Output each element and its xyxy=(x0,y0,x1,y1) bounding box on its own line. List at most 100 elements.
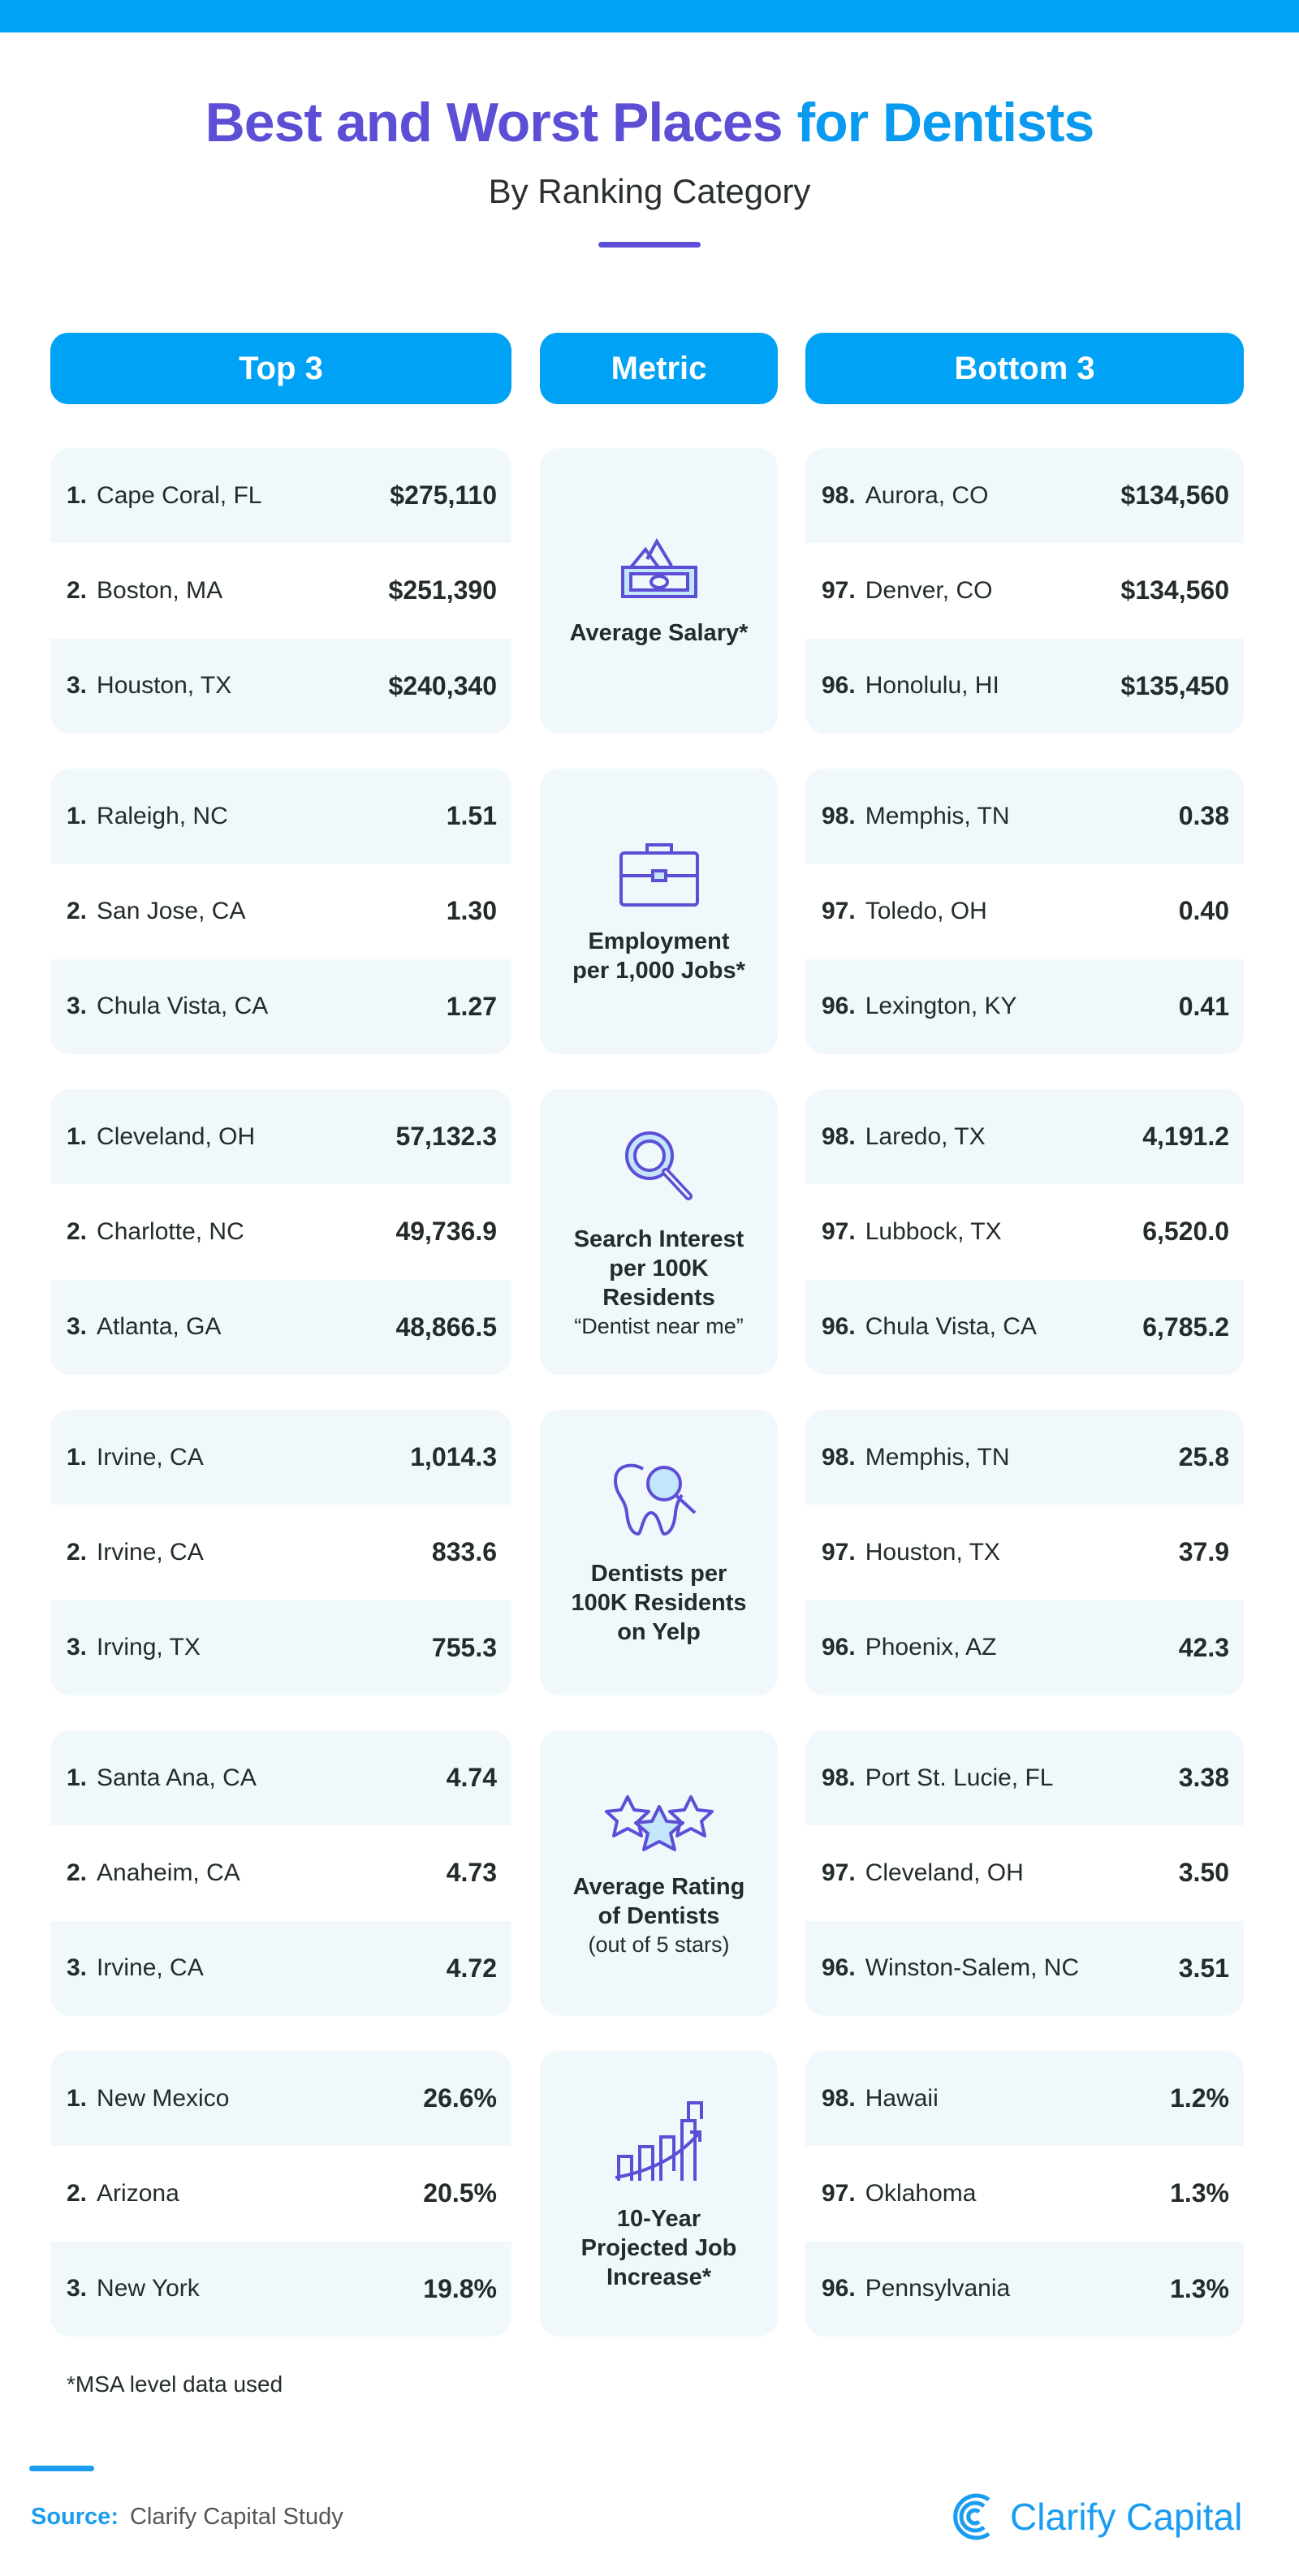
ranking-row: 3. Houston, TX $240,340 xyxy=(50,639,511,734)
rank: 3. xyxy=(67,672,88,700)
metric-value: $135,450 xyxy=(1120,670,1229,700)
metric-value: $275,110 xyxy=(390,480,497,510)
rank: 96. xyxy=(822,993,856,1020)
city-name: Oklahoma xyxy=(865,2179,977,2207)
rank: 97. xyxy=(822,2179,856,2207)
metric-label: 10-Year Projected Job Increase* xyxy=(580,2205,737,2290)
rank: 1. xyxy=(67,802,88,829)
ranking-row: 96. Honolulu, HI $135,450 xyxy=(805,639,1244,734)
ranking-row: 2. Anaheim, CA 4.73 xyxy=(50,1825,511,1921)
rank: 2. xyxy=(67,1538,88,1566)
city-name: Boston, MA xyxy=(97,576,223,604)
metric-value: 0.40 xyxy=(1178,896,1229,926)
bottom-3-block: 98. Port St. Lucie, FL 3.38 97. Cleveland, O… xyxy=(805,1730,1244,2016)
ranking-row: 2. Arizona 20.5% xyxy=(50,2146,511,2242)
city-name: Raleigh, NC xyxy=(97,802,228,829)
rank: 1. xyxy=(67,1443,88,1471)
rank: 98. xyxy=(822,481,856,509)
metric-label: Average Salary* xyxy=(569,619,749,646)
ranking-row: 3. Irvine, CA 4.72 xyxy=(50,1921,511,2016)
ranking-row: 97. Cleveland, OH 3.50 xyxy=(805,1825,1244,1921)
ranking-row: 96. Winston-Salem, NC 3.51 xyxy=(805,1921,1244,2016)
city-name: Chula Vista, CA xyxy=(97,993,269,1020)
metric-value: 26.6% xyxy=(423,2083,497,2113)
city-name: Charlotte, NC xyxy=(97,1217,244,1245)
ranking-row: 97. Toledo, OH 0.40 xyxy=(805,864,1244,959)
metric-value: $251,390 xyxy=(388,575,497,605)
city-name: Port St. Lucie, FL xyxy=(865,1764,1054,1791)
metric-label: Average Rating of Dentists xyxy=(572,1873,745,1929)
metric-value: 6,785.2 xyxy=(1142,1312,1229,1342)
city-name: Santa Ana, CA xyxy=(97,1764,257,1791)
rank: 3. xyxy=(67,1634,88,1661)
logo-text: Clarify Capital xyxy=(1010,2496,1243,2538)
city-name: Anaheim, CA xyxy=(97,1859,240,1886)
ranking-row: 3. Irving, TX 755.3 xyxy=(50,1600,511,1695)
rank: 97. xyxy=(822,897,856,924)
metric-value: 49,736.9 xyxy=(395,1217,497,1247)
ranking-row: 3. New York 19.8% xyxy=(50,2242,511,2337)
city-name: Pennsylvania xyxy=(865,2275,1011,2302)
rank: 1. xyxy=(67,481,88,509)
city-name: Cleveland, OH xyxy=(865,1859,1024,1886)
magnifier-icon xyxy=(619,1125,700,1225)
metric-value: 1.3% xyxy=(1170,2273,1229,2303)
metric-value: 42.3 xyxy=(1178,1632,1229,1662)
metric-value: 4,191.2 xyxy=(1142,1122,1229,1152)
metric-block: Average Rating of Dentists (out of 5 star… xyxy=(540,1730,778,2016)
title-divider xyxy=(598,242,701,248)
source-divider xyxy=(29,2466,94,2471)
ranking-row: 97. Houston, TX 37.9 xyxy=(805,1505,1244,1600)
header-metric: Metric xyxy=(540,333,778,404)
top-3-block: 1. Raleigh, NC 1.51 2. San Jose, CA 1.30 3. Chu… xyxy=(50,769,511,1054)
ranking-row: 98. Hawaii 1.2% xyxy=(805,2051,1244,2146)
metric-value: 19.8% xyxy=(423,2273,497,2303)
rank: 2. xyxy=(67,1217,88,1245)
top-3-block: 1. Cleveland, OH 57,132.3 2. Charlotte, NC 49… xyxy=(50,1089,511,1375)
metric-block: Search Interest per 100K Residents “Denti… xyxy=(540,1089,778,1375)
rank: 2. xyxy=(67,2179,88,2207)
metric-sublabel: (out of 5 stars) xyxy=(588,1932,730,1957)
title-part-2: for Dentists xyxy=(796,92,1094,153)
metric-value: 20.5% xyxy=(423,2178,497,2208)
city-name: Phoenix, AZ xyxy=(865,1634,997,1661)
header-top-3: Top 3 xyxy=(50,333,511,404)
metric-value: 4.74 xyxy=(446,1763,497,1793)
ranking-row: 96. Chula Vista, CA 6,785.2 xyxy=(805,1280,1244,1375)
page-subtitle: By Ranking Category xyxy=(488,172,811,210)
ranking-row: 98. Memphis, TN 25.8 xyxy=(805,1410,1244,1505)
rank: 2. xyxy=(67,576,88,604)
ranking-row: 3. Chula Vista, CA 1.27 xyxy=(50,959,511,1054)
metric-value: 4.72 xyxy=(446,1953,497,1983)
ranking-row: 2. Charlotte, NC 49,736.9 xyxy=(50,1184,511,1280)
rank: 96. xyxy=(822,1313,856,1341)
ranking-row: 1. Raleigh, NC 1.51 xyxy=(50,769,511,864)
city-name: San Jose, CA xyxy=(97,897,246,924)
metric-value: 1.3% xyxy=(1170,2178,1229,2208)
metric-value: $134,560 xyxy=(1120,480,1229,510)
city-name: Aurora, CO xyxy=(865,481,989,509)
city-name: Hawaii xyxy=(865,2084,939,2112)
metric-value: 57,132.3 xyxy=(395,1122,497,1152)
source-line: Source: Clarify Capital Study xyxy=(31,2504,343,2531)
city-name: New Mexico xyxy=(97,2084,230,2112)
growth-chart-icon xyxy=(611,2096,708,2204)
money-icon xyxy=(606,535,712,618)
rank: 97. xyxy=(822,1859,856,1886)
stars-icon xyxy=(598,1789,720,1872)
metric-value: 0.38 xyxy=(1178,801,1229,831)
rank: 97. xyxy=(822,1217,856,1245)
title-part-1: Best and Worst Places xyxy=(205,92,783,153)
bottom-3-block: 98. Laredo, TX 4,191.2 97. Lubbock, TX 6,520.… xyxy=(805,1089,1244,1375)
rank: 3. xyxy=(67,993,88,1020)
top-3-block: 1. New Mexico 26.6% 2. Arizona 20.5% 3. New Yor… xyxy=(50,2051,511,2337)
city-name: Irvine, CA xyxy=(97,1538,204,1566)
ranking-row: 96. Lexington, KY 0.41 xyxy=(805,959,1244,1054)
ranking-row: 1. Irvine, CA 1,014.3 xyxy=(50,1410,511,1505)
metric-value: 1,014.3 xyxy=(410,1442,497,1472)
metric-value: 3.51 xyxy=(1178,1953,1229,1983)
metric-value: 833.6 xyxy=(431,1537,497,1567)
metric-label: Employment per 1,000 Jobs* xyxy=(572,928,745,984)
city-name: Lubbock, TX xyxy=(865,1217,1002,1245)
city-name: Memphis, TN xyxy=(865,1443,1010,1471)
